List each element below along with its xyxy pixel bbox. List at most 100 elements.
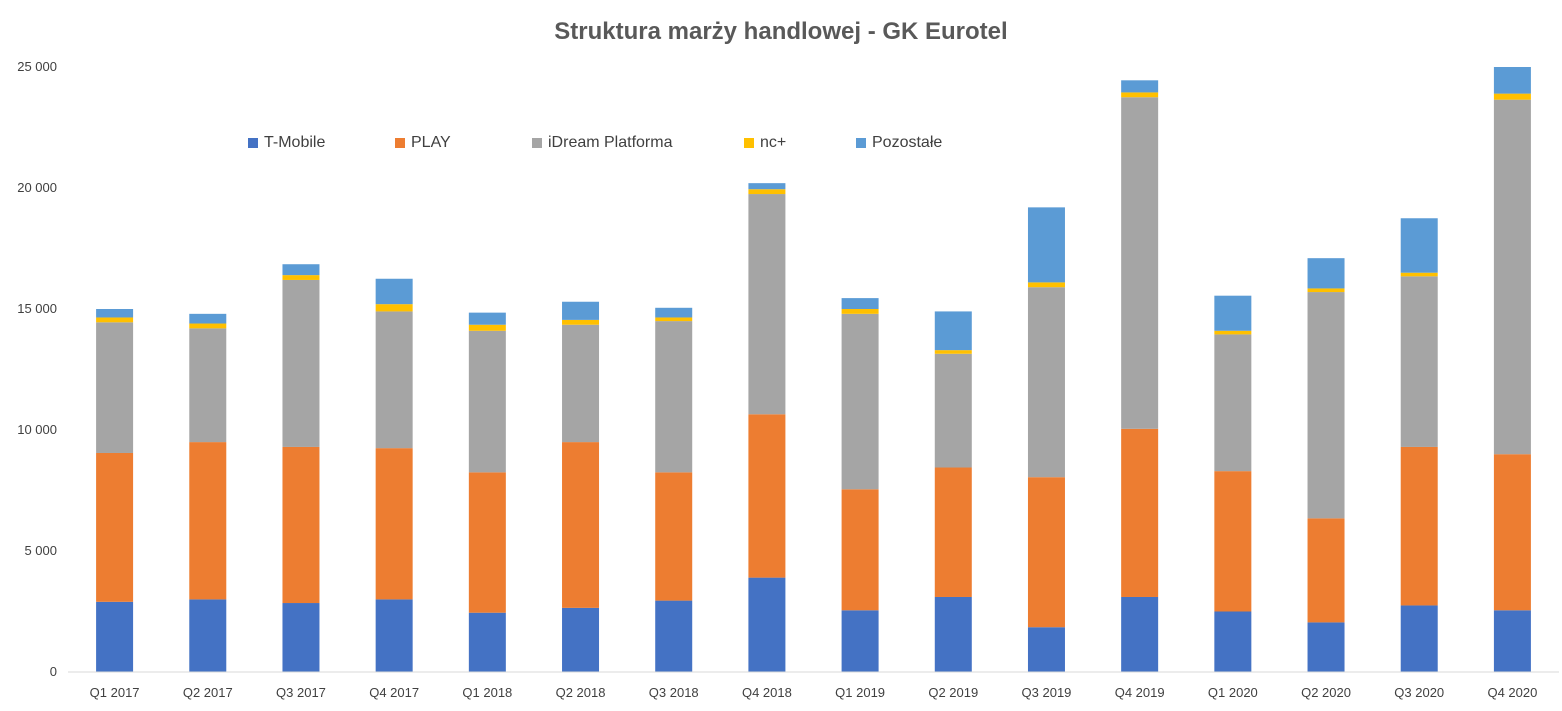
x-tick-label: Q2 2017 [183, 685, 233, 700]
bar-segment [1493, 93, 1531, 100]
bar-segment [1214, 330, 1252, 335]
bar-segment [1307, 258, 1345, 289]
bar-segment [748, 189, 786, 195]
x-axis-ticks: Q1 2017 Q2 2017 Q3 2017 Q4 2017 Q1 2018 Q2 20… [90, 685, 1538, 700]
x-tick-label: Q1 2019 [835, 685, 885, 700]
bar-segment [934, 311, 972, 351]
bar-segment [841, 298, 879, 309]
y-tick-label: 20 000 [17, 180, 57, 195]
bar-segment [1400, 605, 1438, 672]
bar-segment [1027, 477, 1065, 628]
x-tick-label: Q4 2019 [1115, 685, 1165, 700]
bar-stack [468, 312, 506, 672]
x-tick-label: Q3 2019 [1022, 685, 1072, 700]
bar-segment [96, 322, 134, 453]
bar-segment [1121, 596, 1159, 672]
bar-stack [189, 313, 227, 672]
bar-segment [189, 442, 227, 600]
bar-segment [1027, 282, 1065, 288]
bar-segment [1214, 471, 1252, 612]
legend-label: Pozostałe [872, 134, 943, 151]
legend-label: T-Mobile [264, 134, 326, 151]
bar-segment [562, 607, 600, 672]
bar-segment [1307, 518, 1345, 623]
legend-swatch [532, 138, 542, 148]
bar-segment [189, 323, 227, 329]
y-tick-label: 25 000 [17, 59, 57, 74]
legend-swatch [395, 138, 405, 148]
bar-segment [1493, 67, 1531, 94]
chart-title: Struktura marży handlowej - GK Eurotel [554, 18, 1008, 45]
x-tick-label: Q3 2018 [649, 685, 699, 700]
bar-segment [1214, 295, 1252, 331]
bar-segment [96, 317, 134, 323]
bar-segment [375, 311, 413, 449]
x-tick-label: Q1 2017 [90, 685, 140, 700]
bar-segment [282, 446, 320, 604]
bar-segment [189, 328, 227, 443]
bar-stack [841, 298, 879, 672]
bar-segment [1121, 97, 1159, 429]
legend-item: PLAY [395, 134, 532, 152]
bar-stack [562, 301, 600, 672]
legend-label: nc+ [760, 134, 787, 151]
bar-segment [1400, 276, 1438, 447]
bar-segment [1027, 627, 1065, 672]
bar-segment [96, 601, 134, 672]
bar-segment [1400, 272, 1438, 277]
bar-segment [748, 194, 786, 415]
bar-segment [1493, 99, 1531, 455]
bar-stack [1027, 207, 1065, 672]
legend-item: iDream Platforma [532, 134, 744, 152]
legend-swatch [248, 138, 258, 148]
bar-segment [189, 313, 227, 324]
bar-segment [841, 489, 879, 611]
bar-segment [562, 324, 600, 443]
bar-segment [1307, 288, 1345, 293]
x-tick-label: Q3 2017 [276, 685, 326, 700]
bar-stack [1307, 258, 1345, 672]
bar-segment [282, 275, 320, 280]
bar-segment [841, 610, 879, 672]
bar-stack [282, 264, 320, 672]
bar-segment [375, 599, 413, 672]
bar-segment [655, 307, 693, 318]
bar-segment [655, 600, 693, 672]
bar-segment [1214, 611, 1252, 672]
bar-segment [468, 330, 506, 473]
bar-segment [1493, 610, 1531, 672]
bar-stack [934, 311, 972, 672]
bar-segment [1400, 446, 1438, 606]
y-tick-label: 10 000 [17, 422, 57, 437]
bars-layer [96, 67, 1531, 672]
legend-label: PLAY [411, 134, 451, 151]
y-tick-label: 15 000 [17, 301, 57, 316]
bar-segment [562, 442, 600, 608]
bar-segment [282, 603, 320, 672]
bar-segment [655, 317, 693, 322]
x-tick-label: Q3 2020 [1394, 685, 1444, 700]
bar-segment [1027, 287, 1065, 478]
bar-segment [468, 312, 506, 325]
bar-stack [1400, 218, 1438, 672]
bar-segment [282, 264, 320, 276]
bar-segment [934, 353, 972, 468]
bar-segment [468, 472, 506, 613]
bar-stack [375, 278, 413, 672]
legend-swatch [856, 138, 866, 148]
x-tick-label: Q4 2017 [369, 685, 419, 700]
bar-segment [748, 414, 786, 578]
bar-segment [1307, 622, 1345, 672]
bar-segment [1214, 334, 1252, 472]
y-tick-label: 5 000 [24, 543, 57, 558]
bar-segment [748, 577, 786, 672]
bar-stack [1121, 80, 1159, 672]
bar-segment [375, 304, 413, 312]
x-tick-label: Q1 2018 [462, 685, 512, 700]
bar-stack [1214, 295, 1252, 672]
bar-segment [934, 467, 972, 597]
bar-segment [375, 278, 413, 305]
x-tick-label: Q2 2020 [1301, 685, 1351, 700]
legend-item: T-Mobile [248, 134, 395, 152]
